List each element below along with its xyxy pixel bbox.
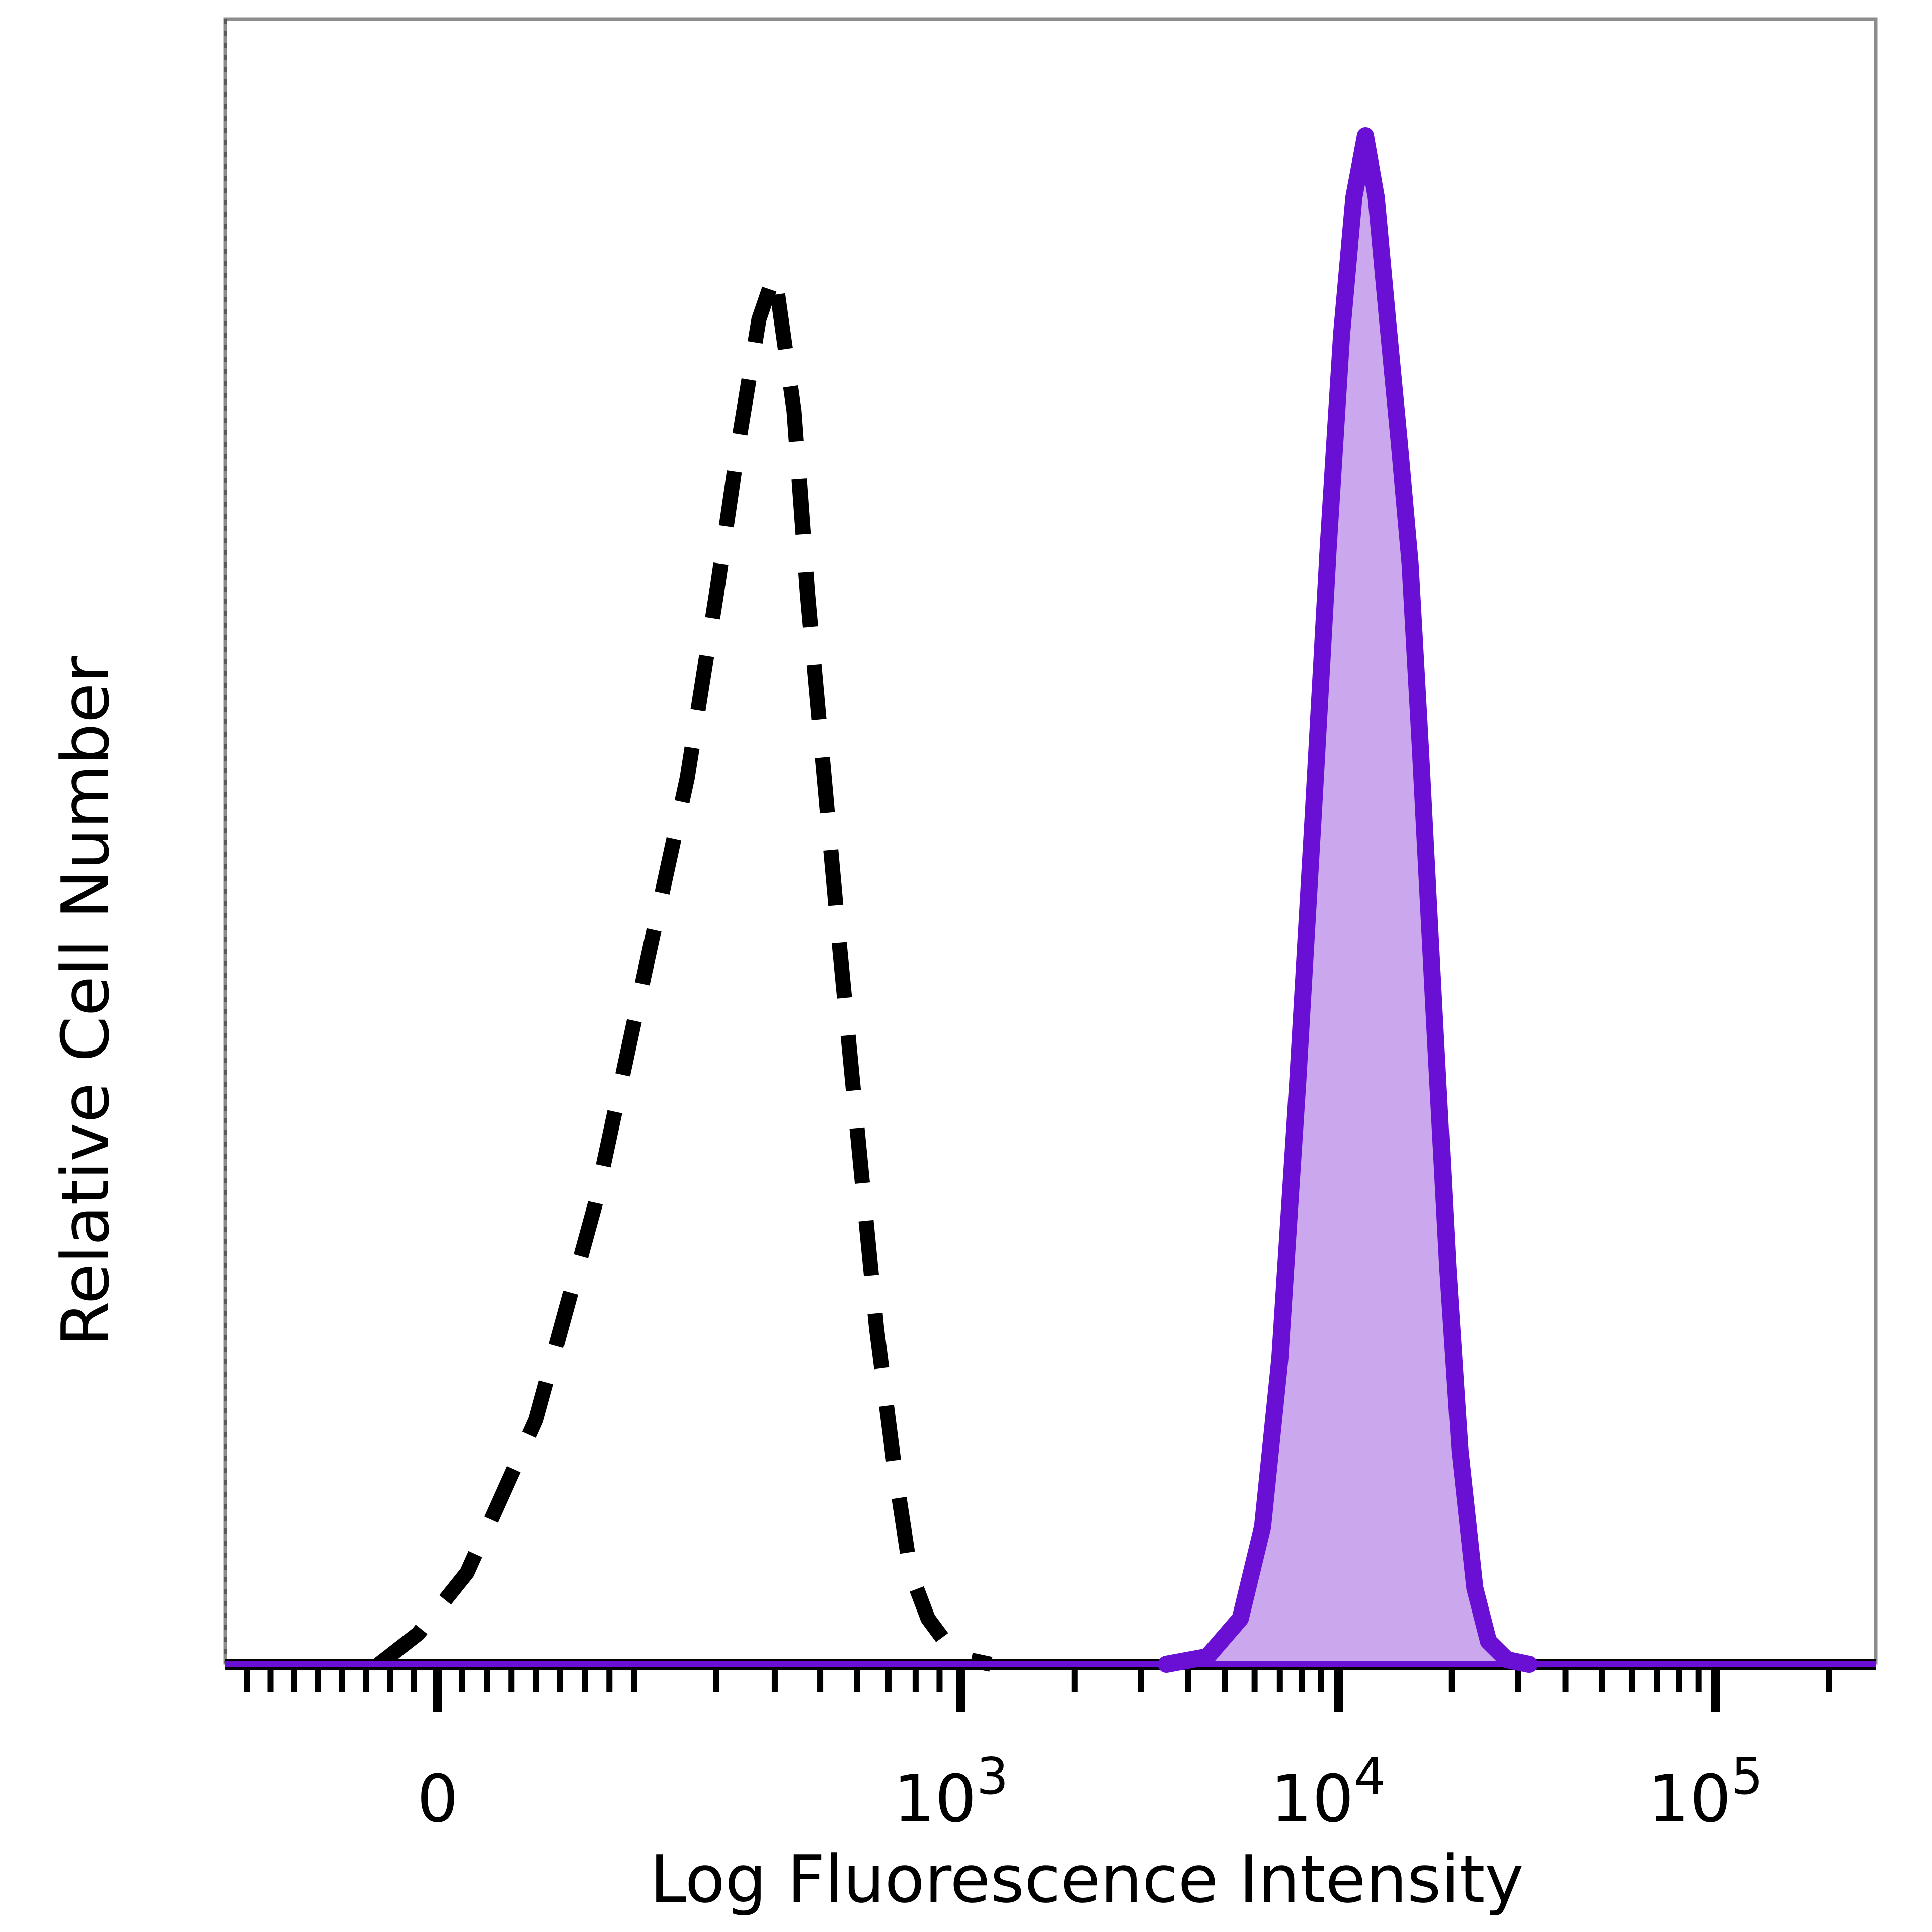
x-axis-label: Log Fluorescence Intensity [650,1841,1523,1917]
x-tick-exponent: 3 [977,1747,1009,1806]
x-tick-base: 10 [1270,1760,1353,1837]
plot-frame [223,17,1878,1665]
x-tick-base: 10 [1648,1760,1731,1837]
x-tick-exponent: 4 [1354,1747,1386,1806]
series-1-line [1158,127,1538,1673]
x-tick-label: 104 [1270,1747,1386,1837]
series-0-line [374,266,993,1672]
x-tick-label: 105 [1648,1747,1763,1837]
plot-layer [223,17,1878,1712]
x-tick-labels: 0 103 104 105 [417,1747,1763,1837]
x-tick-label: 103 [893,1747,1008,1837]
x-tick-base: 10 [893,1760,976,1837]
x-tick-label: 0 [417,1760,459,1837]
series-1-fill [1166,136,1529,1664]
y-axis-label: Relative Cell Number [47,656,124,1346]
x-tick-base: 0 [417,1760,459,1837]
x-tick-exponent: 5 [1731,1747,1763,1806]
